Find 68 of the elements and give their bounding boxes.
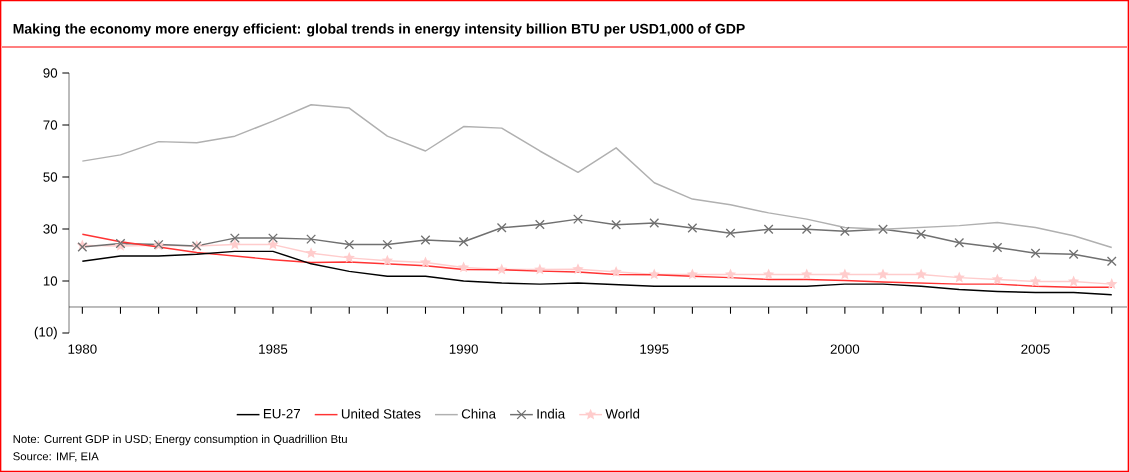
- point: [420, 235, 431, 245]
- x-tick-label: 1995: [640, 344, 669, 354]
- point: [839, 226, 850, 237]
- chart-title: Making the economy more energy efficient: global trends in energy intensity billion BTU per USD1,000 of GDP: [13, 23, 745, 37]
- point: [725, 228, 736, 239]
- legend-label: World: [605, 408, 640, 419]
- point: [267, 238, 279, 250]
- point: [610, 265, 622, 277]
- point: [534, 263, 546, 275]
- point: [343, 251, 355, 263]
- point: [915, 268, 927, 280]
- point: [573, 214, 583, 225]
- point: [992, 242, 1003, 253]
- point: [686, 268, 699, 280]
- point: [724, 268, 737, 280]
- point: [1067, 275, 1080, 287]
- y-tick-label: 10: [43, 276, 58, 286]
- point: [534, 219, 545, 230]
- text: Note: Current GDP in USD; Energy consumption in Quadrillion Btu: [13, 434, 347, 446]
- point: [1029, 275, 1042, 287]
- y-tick-label: (10): [34, 326, 57, 340]
- point: [457, 261, 470, 273]
- y-tick-label: 50: [43, 172, 58, 182]
- legend-label: EU-27: [263, 408, 301, 419]
- point: [954, 237, 965, 248]
- legend-label: India: [537, 408, 566, 419]
- point: [611, 219, 622, 230]
- point: [229, 233, 240, 244]
- y-tick-label: 90: [43, 68, 58, 78]
- point: [801, 268, 813, 280]
- point: [991, 273, 1004, 285]
- point: [1106, 256, 1117, 267]
- point: [763, 224, 774, 235]
- point: [344, 239, 355, 250]
- x-tick-label: 2000: [830, 344, 860, 354]
- point: [878, 224, 888, 235]
- point: [687, 223, 698, 233]
- point: [1030, 248, 1041, 259]
- point: [916, 229, 927, 240]
- point: [381, 254, 394, 266]
- x-tick-label: 1980: [68, 344, 97, 354]
- point: [305, 247, 317, 259]
- point: [1068, 249, 1079, 260]
- legend-label: United States: [341, 408, 421, 419]
- point: [649, 218, 660, 228]
- point: [268, 233, 278, 244]
- y-tick-label: 70: [43, 120, 58, 130]
- x-tick-label: 2005: [1021, 344, 1050, 354]
- point: [496, 263, 508, 275]
- y-tick-label: 30: [43, 224, 58, 234]
- point: [306, 234, 317, 245]
- point: [839, 268, 851, 280]
- x-tick-label: 1985: [259, 344, 288, 354]
- point: [801, 224, 812, 235]
- point: [572, 263, 584, 275]
- point: [648, 268, 660, 280]
- point: [458, 236, 469, 247]
- point: [496, 222, 507, 233]
- point: [762, 268, 775, 280]
- point: [419, 256, 432, 268]
- point: [229, 238, 241, 250]
- source-note: Source: IMF, EIA: [13, 452, 99, 462]
- legend-label: China: [461, 408, 497, 419]
- point: [382, 239, 393, 250]
- point: [877, 268, 889, 280]
- x-tick-label: 1990: [449, 344, 478, 354]
- point: [953, 271, 965, 283]
- point: [1106, 278, 1118, 289]
